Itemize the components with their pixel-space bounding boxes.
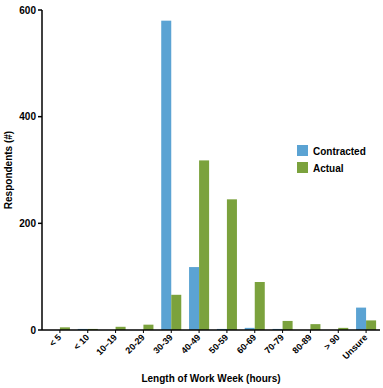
x-tick-label: 60-69 — [235, 332, 258, 355]
x-tick-label: > 90 — [322, 332, 342, 352]
bar — [356, 308, 366, 330]
bar — [199, 160, 209, 330]
bar — [310, 324, 320, 330]
x-tick — [282, 330, 283, 333]
chart: 0 200 400 600 < 5 < 1010–1920-2930-3940-4950-… — [0, 0, 383, 388]
y-tick-label: 200 — [19, 218, 36, 229]
legend-label: Actual — [313, 163, 344, 174]
bar — [366, 320, 376, 330]
x-tick — [59, 330, 60, 333]
x-tick — [310, 330, 311, 333]
y-tick-label: 600 — [19, 5, 36, 16]
x-tick-label: 50-59 — [207, 332, 230, 355]
y-tick-label: 400 — [19, 111, 36, 122]
x-tick-label: Unsure — [340, 332, 369, 361]
y-axis — [41, 10, 43, 330]
x-tick — [87, 330, 88, 333]
x-tick — [226, 330, 227, 333]
y-tick — [38, 116, 42, 118]
y-tick — [38, 9, 42, 11]
x-tick-label: 20-29 — [123, 332, 146, 355]
y-axis-label: Respondents (#) — [3, 131, 14, 209]
x-tick — [199, 330, 200, 333]
x-tick — [254, 330, 255, 333]
bar — [189, 267, 199, 330]
y-tick-label: 0 — [30, 325, 36, 336]
bar — [161, 21, 171, 330]
bar — [227, 199, 237, 330]
legend-swatch — [297, 162, 308, 173]
x-tick-label: 30-39 — [151, 332, 174, 355]
bar — [143, 325, 153, 330]
bar — [171, 295, 181, 330]
y-tick — [38, 223, 42, 225]
x-tick — [143, 330, 144, 333]
bar — [283, 321, 293, 330]
x-tick — [171, 330, 172, 333]
x-tick-label: 10–19 — [94, 332, 119, 357]
x-tick-label: < 5 — [47, 332, 63, 348]
bar — [255, 282, 265, 330]
bars — [60, 21, 376, 330]
x-axis — [42, 329, 380, 331]
legend-swatch — [297, 145, 308, 156]
legend-label: Contracted — [313, 146, 366, 157]
legend: Contracted Actual — [297, 145, 366, 174]
x-tick-label: 70-79 — [263, 332, 286, 355]
x-tick — [338, 330, 339, 333]
x-axis-label: Length of Work Week (hours) — [141, 373, 280, 384]
x-tick-label: < 10 — [72, 332, 92, 352]
x-tick — [366, 330, 367, 333]
x-tick-label: 40-49 — [179, 332, 202, 355]
x-tick-label: 80-89 — [290, 332, 313, 355]
y-tick — [38, 329, 42, 331]
x-tick — [115, 330, 116, 333]
